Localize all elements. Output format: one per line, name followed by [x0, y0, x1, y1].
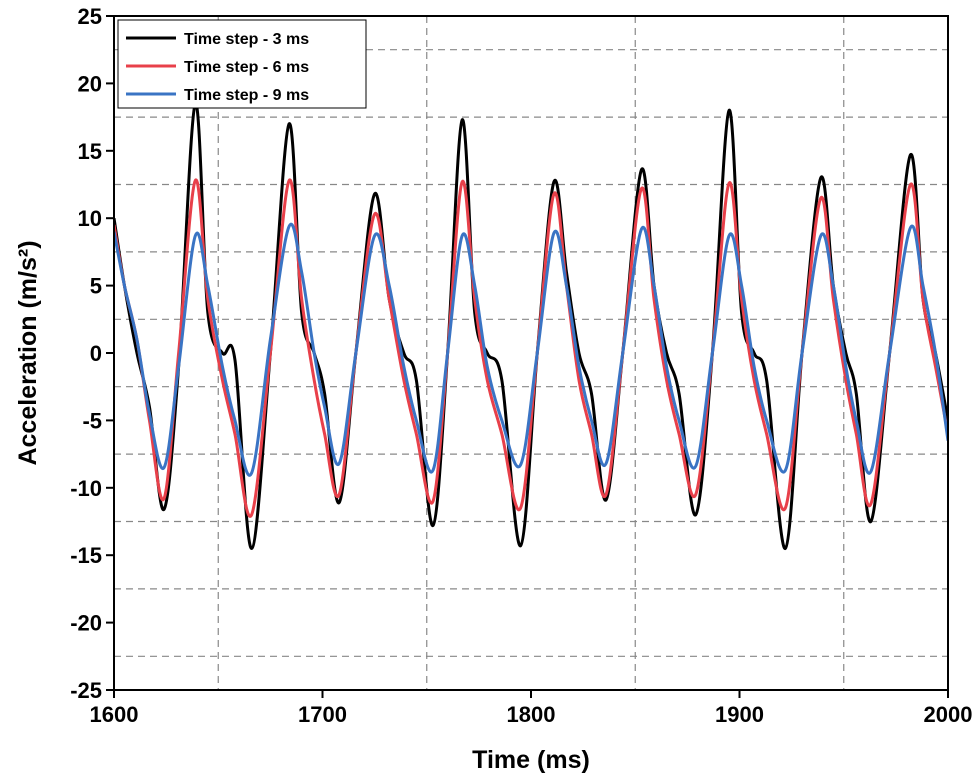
plot-frame [113, 15, 949, 691]
y-tick-label: 20 [78, 71, 102, 96]
x-tick-label: 2000 [924, 702, 973, 727]
x-tick-label: 1800 [507, 702, 556, 727]
legend-text: Time step - 9 ms [184, 87, 309, 104]
x-axis-label: Time (ms) [472, 746, 590, 774]
y-tick-label: 0 [90, 341, 102, 366]
line-series [114, 178, 948, 518]
y-tick-label: -5 [82, 408, 102, 433]
line-series [114, 222, 948, 477]
legend-text: Time step - 6 ms [184, 59, 309, 76]
y-tick-label: 25 [78, 4, 102, 29]
y-tick-label: -15 [70, 543, 102, 568]
y-tick-label: 5 [90, 274, 102, 299]
plot-lines [114, 102, 948, 550]
y-axis-label: Acceleration (m/s²) [14, 240, 42, 465]
x-tick-label: 1600 [90, 702, 139, 727]
y-tick-label: 15 [78, 139, 102, 164]
y-tick-label: 10 [78, 206, 102, 231]
y-tick-label: -20 [70, 611, 102, 636]
legend-text: Time step - 3 ms [184, 31, 309, 48]
x-tick-label: 1700 [298, 702, 347, 727]
y-tick-label: -25 [70, 678, 102, 703]
x-tick-label: 1900 [715, 702, 764, 727]
y-tick-label: -10 [70, 476, 102, 501]
line-series [114, 102, 948, 550]
